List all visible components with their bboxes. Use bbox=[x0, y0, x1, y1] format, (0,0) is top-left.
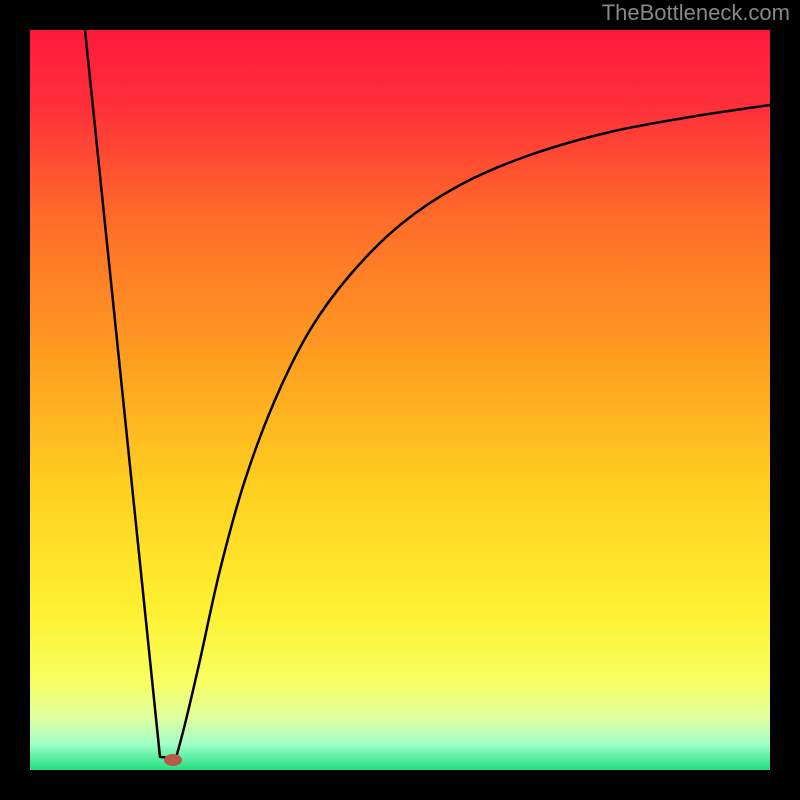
optimum-marker bbox=[164, 754, 182, 766]
bottleneck-chart bbox=[0, 0, 800, 800]
chart-container: TheBottleneck.com bbox=[0, 0, 800, 800]
watermark-text: TheBottleneck.com bbox=[602, 0, 790, 26]
gradient-background bbox=[30, 30, 770, 770]
